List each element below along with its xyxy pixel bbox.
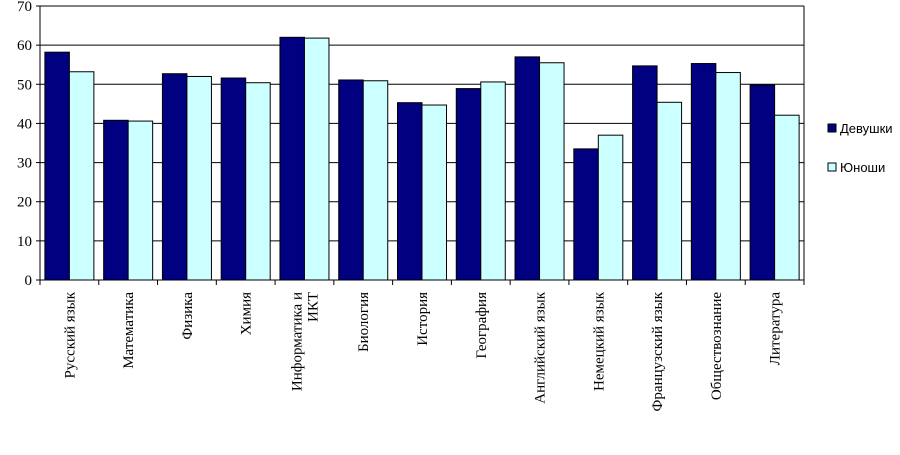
bar-series1 [338,79,364,281]
legend-swatch [827,162,837,172]
bar-series2 [597,134,624,281]
bar-series1 [44,51,70,281]
bar-series1 [690,63,717,281]
y-tick-label: 40 [17,116,32,132]
legend: Девушки Юноши [827,121,893,175]
bar-series2 [362,80,389,281]
bar-series2 [245,82,271,281]
bar-series1 [632,65,658,281]
category-label: Физика [180,292,196,340]
category-label: Математика [121,292,137,369]
y-tick-label: 0 [25,273,33,289]
bars [44,36,800,281]
category-label: Обществознание [709,292,725,400]
category-label: Английский язык [533,291,549,403]
bar-series2 [421,104,447,281]
category-label: Информатика иИКТ [289,292,321,391]
bar-series2 [774,114,800,281]
bar-series2 [480,81,506,281]
category-label: Немецкий язык [591,291,607,391]
bar-series1 [103,119,129,281]
y-tick-label: 10 [17,234,32,250]
y-tick-label: 50 [17,77,32,93]
bar-series1 [220,77,247,281]
category-label: Химия [239,292,255,335]
bar-series2 [656,101,683,281]
axes [36,5,805,285]
bar-series1 [161,73,188,281]
bar-series1 [279,36,305,281]
category-label: География [474,292,490,359]
x-tick-labels: Русский язык Математика Физика Химия Информа… [62,291,783,411]
bar-series2 [68,71,95,281]
category-label: Французский язык [650,291,666,411]
bar-series1 [455,88,482,281]
category-label: Биология [356,292,372,352]
legend-label: Девушки [840,121,893,136]
bar-series1 [397,102,423,281]
y-tick-labels: 0 10 20 30 40 50 60 70 [17,0,32,289]
category-label: История [415,292,431,346]
bar-series1 [573,148,599,281]
y-tick-label: 70 [17,0,32,15]
category-label: Русский язык [62,291,78,378]
bar-series2 [715,72,741,281]
bar-series2 [186,75,212,281]
y-tick-label: 30 [17,156,32,172]
bar-series1 [749,84,776,281]
legend-swatch [827,123,837,133]
bar-series1 [514,56,541,281]
bar-series2 [127,120,154,281]
y-tick-label: 20 [17,195,32,211]
y-tick-label: 60 [17,38,32,54]
bar-series2 [303,37,330,281]
bar-series2 [539,62,565,281]
category-label: Литература [768,292,784,366]
legend-label: Юноши [840,160,885,175]
